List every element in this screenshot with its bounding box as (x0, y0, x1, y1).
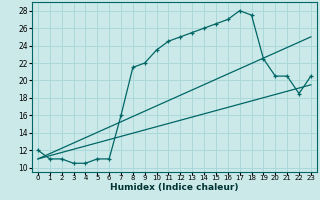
X-axis label: Humidex (Indice chaleur): Humidex (Indice chaleur) (110, 183, 239, 192)
